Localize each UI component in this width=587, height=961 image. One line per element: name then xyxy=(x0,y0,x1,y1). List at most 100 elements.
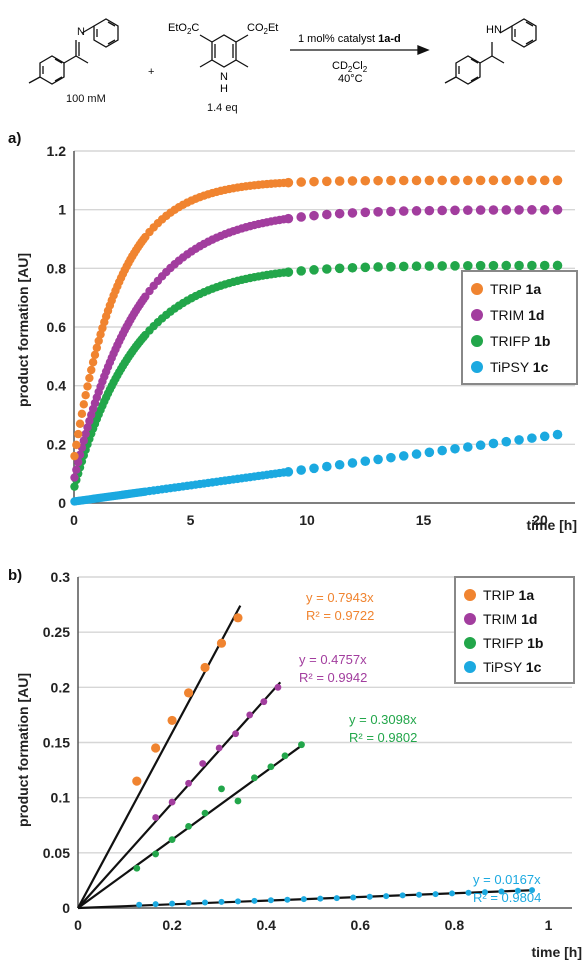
y-tick-label: 1 xyxy=(58,202,66,218)
data-point xyxy=(283,267,294,277)
amine-product-structure xyxy=(444,18,537,85)
chart-b-legend: TRIP 1a TRIM 1d TRIFP 1b TiPSY 1c xyxy=(454,576,575,684)
chart-b-data-points xyxy=(132,613,536,908)
chart-a-y-tick-labels: 0 0.2 0.4 0.6 0.8 1 1.2 xyxy=(47,143,67,511)
data-point xyxy=(79,436,88,445)
data-point xyxy=(70,451,79,461)
data-point xyxy=(94,336,103,346)
legend-marker xyxy=(471,335,483,347)
data-point xyxy=(449,890,456,897)
legend-entry: TRIP 1a xyxy=(483,587,534,603)
data-point xyxy=(386,175,396,186)
chart-a-legend: TRIP 1a TRIM 1d TRIFP 1b TiPSY 1c xyxy=(461,270,578,385)
x-tick-label: 15 xyxy=(416,512,432,528)
chart-b-y-axis-title: product formation [AU] xyxy=(15,673,31,827)
data-point xyxy=(90,350,100,360)
chart-a-x-tick-labels: 0 5 10 15 20 xyxy=(70,512,548,528)
y-tick-label: 0.3 xyxy=(51,569,71,585)
data-point xyxy=(334,176,345,186)
data-point xyxy=(437,205,447,216)
data-point xyxy=(399,892,406,899)
y-tick-label: 0.05 xyxy=(43,845,70,861)
fit-equation: y = 0.4757x xyxy=(299,652,367,667)
data-point xyxy=(465,889,472,896)
data-point xyxy=(133,864,141,872)
data-point xyxy=(450,443,460,454)
y-tick-label: 0 xyxy=(58,495,66,511)
ester-right-label: CO2Et xyxy=(247,22,278,36)
data-point xyxy=(201,809,209,817)
chart-a-data-points xyxy=(70,175,563,506)
chart-b-axes xyxy=(77,577,572,909)
data-point xyxy=(296,465,306,475)
x-tick-label: 5 xyxy=(187,512,195,528)
condition-catalyst: 1 mol% catalyst 1a-d xyxy=(298,33,401,45)
data-point xyxy=(322,176,332,187)
data-point xyxy=(185,822,192,830)
reaction-arrow xyxy=(290,45,430,55)
data-point xyxy=(475,440,486,451)
data-point xyxy=(463,175,473,186)
data-point xyxy=(283,467,294,477)
data-point xyxy=(347,176,358,186)
fit-equation: y = 0.0167x xyxy=(473,872,541,887)
data-point xyxy=(398,261,409,272)
data-point xyxy=(411,206,422,216)
data-point xyxy=(202,899,209,906)
y-tick-label: 0.2 xyxy=(51,679,71,695)
chart-a: a) 0 0.2 0.4 0.6 0.8 1 1.2 0 5 10 15 20 product fo… xyxy=(8,130,578,533)
data-point xyxy=(373,262,383,272)
data-point xyxy=(309,210,319,221)
data-point xyxy=(70,482,79,491)
legend-marker xyxy=(464,589,476,601)
ester-left-label: EtO2C xyxy=(168,22,199,36)
data-point xyxy=(283,213,294,224)
data-point xyxy=(360,207,371,218)
data-point xyxy=(383,893,390,900)
y-tick-label: 0.1 xyxy=(51,790,71,806)
data-point xyxy=(334,208,345,219)
x-tick-label: 0 xyxy=(74,917,82,933)
y-tick-label: 0.4 xyxy=(47,378,67,394)
y-tick-label: 0.8 xyxy=(47,260,67,276)
data-point xyxy=(398,451,409,461)
legend-entry: TRIFP 1b xyxy=(483,635,543,651)
data-point xyxy=(72,465,81,474)
data-point xyxy=(296,177,306,187)
legend-marker xyxy=(464,613,476,625)
data-point xyxy=(386,206,396,217)
data-point xyxy=(83,423,92,432)
data-point xyxy=(347,208,358,218)
reaction-scheme xyxy=(28,18,537,85)
y-tick-label: 0.2 xyxy=(47,436,67,452)
data-point xyxy=(475,260,486,271)
data-point xyxy=(218,785,225,793)
data-point xyxy=(360,262,371,273)
data-point xyxy=(437,261,447,271)
hantzsch-equivalents: 1.4 eq xyxy=(207,102,238,114)
chart-b-equations: y = 0.7943x R² = 0.9722 y = 0.4757x R² = 0.… xyxy=(299,590,541,905)
data-point xyxy=(234,898,241,905)
data-point xyxy=(411,261,422,272)
data-point xyxy=(152,901,159,908)
data-point xyxy=(77,409,87,419)
data-point xyxy=(539,260,550,271)
data-point xyxy=(360,175,371,186)
data-point xyxy=(132,776,142,786)
reactant-concentration: 100 mM xyxy=(66,93,106,105)
data-point xyxy=(514,175,524,186)
data-point xyxy=(386,261,396,272)
legend-entry: TRIM 1d xyxy=(483,611,537,627)
data-point xyxy=(475,175,486,186)
data-point xyxy=(79,400,88,409)
data-point xyxy=(350,894,357,901)
x-tick-label: 20 xyxy=(532,512,548,528)
data-point xyxy=(552,175,563,186)
y-tick-label: 1.2 xyxy=(47,143,67,159)
fit-r-squared: R² = 0.9722 xyxy=(306,608,374,623)
data-point xyxy=(498,888,505,895)
data-point xyxy=(183,688,194,698)
legend-entry: TiPSY 1c xyxy=(490,359,549,375)
data-point xyxy=(72,440,81,450)
x-tick-label: 0.8 xyxy=(445,917,465,933)
